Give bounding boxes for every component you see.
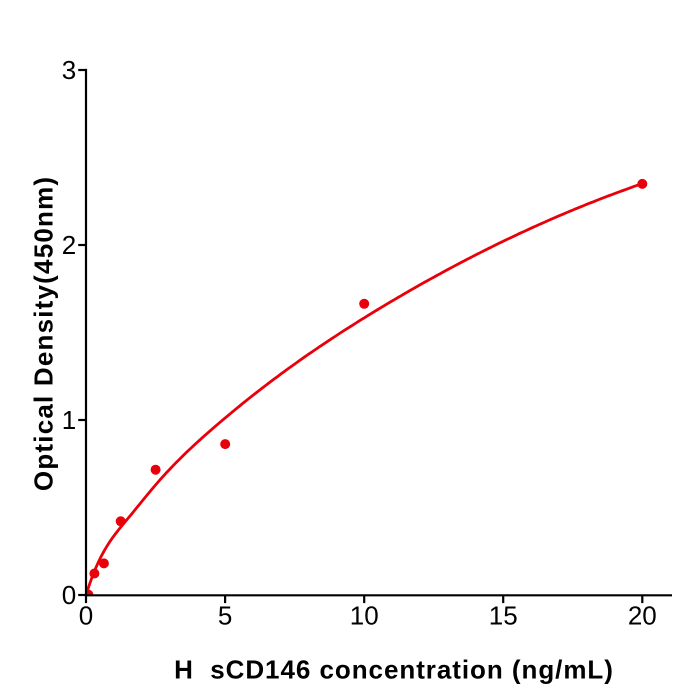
svg-text:5: 5 xyxy=(218,600,232,630)
svg-text:1: 1 xyxy=(62,405,76,435)
svg-text:10: 10 xyxy=(350,600,379,630)
svg-text:20: 20 xyxy=(628,600,657,630)
svg-text:0: 0 xyxy=(62,580,76,610)
svg-text:3: 3 xyxy=(62,55,76,85)
svg-text:15: 15 xyxy=(489,600,518,630)
svg-text:2: 2 xyxy=(62,230,76,260)
svg-text:Optical Density(450nm): Optical Density(450nm) xyxy=(29,176,59,491)
svg-text:0: 0 xyxy=(79,600,93,630)
svg-text:H sCD146 concentration (ng/mL: H sCD146 concentration (ng/mL) xyxy=(174,654,614,684)
